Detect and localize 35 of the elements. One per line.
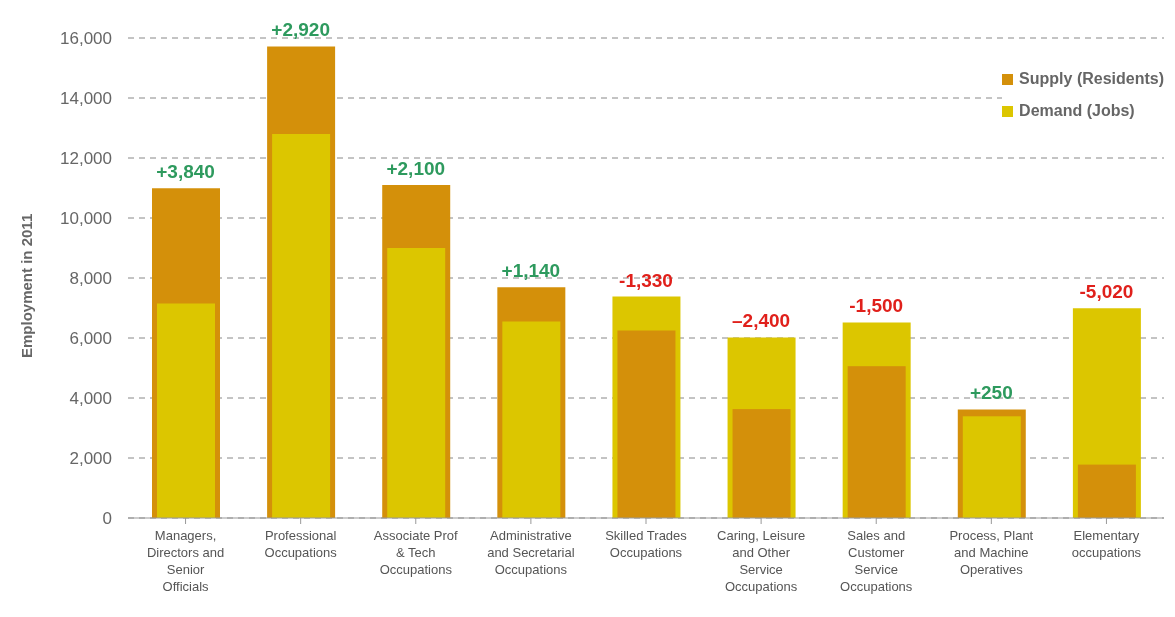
annotation: –2,400 xyxy=(732,310,791,332)
y-tick-label: 0 xyxy=(102,509,112,529)
x-tick-label: Process, Plant and Machine Operatives xyxy=(949,528,1034,577)
annotation: -1,500 xyxy=(849,295,904,317)
bar xyxy=(272,134,331,518)
y-tick-label: 14,000 xyxy=(60,89,112,109)
x-tick-label: Professional Occupations xyxy=(264,528,338,560)
annotation: -5,020 xyxy=(1079,281,1134,303)
x-tick-label: Associate Prof & Tech Occupations xyxy=(373,528,459,577)
y-tick-label: 8,000 xyxy=(69,269,112,289)
x-tick-label: Caring, Leisure and Other Service Occupations xyxy=(717,528,806,594)
y-axis-title: Employment in 2011 xyxy=(18,213,36,358)
bar xyxy=(962,416,1021,518)
annotation: -1,330 xyxy=(619,269,673,291)
x-tick-label: Managers, Directors and Senior Officials xyxy=(146,528,225,594)
bar xyxy=(157,303,215,518)
y-tick-label: 12,000 xyxy=(60,149,112,169)
annotation: +3,840 xyxy=(156,161,215,183)
bar xyxy=(387,248,446,518)
y-tick-label: 16,000 xyxy=(60,29,112,49)
x-tick-label: Skilled Trades Occupations xyxy=(605,528,688,560)
y-tick-label: 4,000 xyxy=(69,389,112,409)
legend-label: Supply (Residents) xyxy=(1019,70,1164,88)
y-tick-label: 2,000 xyxy=(69,449,112,469)
legend-label: Demand (Jobs) xyxy=(1019,102,1135,120)
annotation: +2,920 xyxy=(271,19,330,41)
annotation: +250 xyxy=(969,382,1013,404)
x-tick-label: Sales and Customer Service Occupations xyxy=(840,528,913,594)
annotation: +1,140 xyxy=(501,260,561,282)
x-tick-label: Administrative and Secretarial Occupations xyxy=(487,528,575,577)
annotation: +2,100 xyxy=(386,158,446,179)
y-tick-label: 6,000 xyxy=(69,329,112,349)
y-tick-label: 10,000 xyxy=(60,209,112,229)
x-tick-label: Elementary occupations xyxy=(1071,528,1142,560)
bar xyxy=(502,321,561,518)
